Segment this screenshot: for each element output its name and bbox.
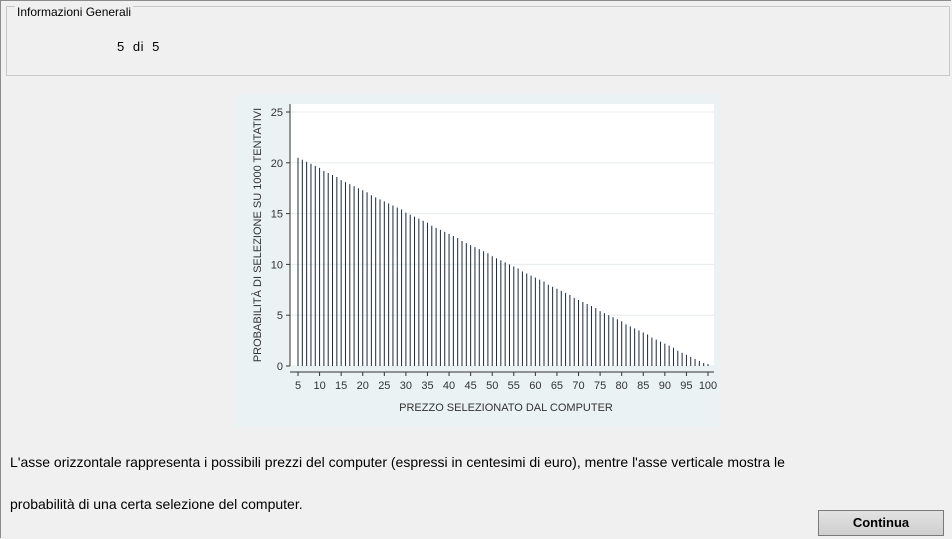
x-tick-label: 90 <box>659 380 671 392</box>
y-tick-label: 5 <box>277 310 283 322</box>
description-line-2: probabilità di una certa selezione del c… <box>10 496 303 512</box>
y-tick-label: 10 <box>271 259 283 271</box>
info-panel: Informazioni Generali 5 di 5 <box>6 5 950 76</box>
x-axis-label: PREZZO SELEZIONATO DAL COMPUTER <box>399 402 613 414</box>
y-tick-label: 25 <box>271 107 283 119</box>
x-tick-label: 60 <box>529 380 541 392</box>
x-tick-label: 75 <box>594 380 606 392</box>
x-tick-label: 40 <box>443 380 455 392</box>
description-text: L'asse orizzontale rappresenta i possibi… <box>10 441 940 525</box>
description-line-1: L'asse orizzontale rappresenta i possibi… <box>10 454 785 470</box>
x-tick-label: 55 <box>508 380 520 392</box>
x-tick-label: 15 <box>335 380 347 392</box>
x-tick-label: 100 <box>699 380 717 392</box>
info-panel-title: Informazioni Generali <box>15 5 134 19</box>
y-tick-label: 15 <box>271 209 283 221</box>
x-tick-label: 35 <box>421 380 433 392</box>
y-tick-label: 20 <box>271 158 283 170</box>
continue-button[interactable]: Continua <box>818 510 944 536</box>
x-tick-label: 65 <box>551 380 563 392</box>
x-tick-label: 20 <box>357 380 369 392</box>
page-counter: 5 di 5 <box>117 39 160 54</box>
y-axis-label: PROBABILITÀ DI SELEZIONE SU 1000 TENTATI… <box>251 108 264 362</box>
x-tick-label: 95 <box>680 380 692 392</box>
y-tick-label: 0 <box>277 361 283 373</box>
x-tick-label: 25 <box>378 380 390 392</box>
x-tick-label: 50 <box>486 380 498 392</box>
x-tick-label: 70 <box>572 380 584 392</box>
x-tick-label: 85 <box>637 380 649 392</box>
x-tick-label: 45 <box>465 380 477 392</box>
x-tick-label: 5 <box>295 380 301 392</box>
plot-area <box>290 104 714 366</box>
x-tick-label: 30 <box>400 380 412 392</box>
x-tick-label: 10 <box>313 380 325 392</box>
probability-chart: 0 5 10 15 20 25 5 10 15 20 25 30 35 40 45 50 55 60 65 70 75 8… <box>236 94 720 427</box>
x-tick-label: 80 <box>616 380 628 392</box>
